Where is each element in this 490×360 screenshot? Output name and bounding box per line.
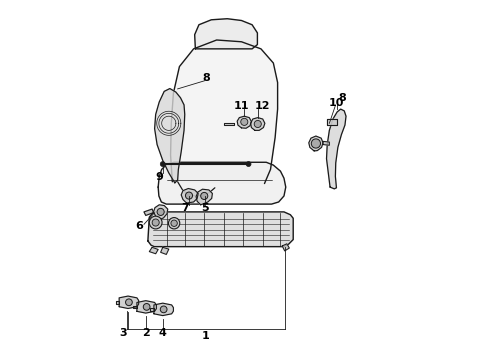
Text: 1: 1 (202, 331, 210, 341)
Polygon shape (326, 119, 337, 125)
Text: 5: 5 (201, 203, 209, 213)
Text: 3: 3 (119, 328, 126, 338)
Polygon shape (150, 308, 154, 311)
Polygon shape (326, 109, 346, 189)
Polygon shape (154, 303, 173, 316)
Circle shape (254, 121, 261, 127)
Text: 11: 11 (234, 100, 249, 111)
Polygon shape (251, 118, 265, 130)
Circle shape (157, 208, 164, 215)
Polygon shape (155, 89, 185, 183)
Polygon shape (144, 209, 153, 215)
Circle shape (143, 303, 150, 310)
Circle shape (246, 162, 251, 167)
Text: 8: 8 (203, 73, 211, 83)
Text: 12: 12 (254, 100, 270, 111)
Polygon shape (137, 301, 156, 313)
Circle shape (160, 306, 167, 313)
Circle shape (125, 299, 132, 306)
Polygon shape (116, 301, 119, 303)
Polygon shape (323, 141, 329, 145)
Circle shape (171, 220, 177, 226)
Polygon shape (171, 40, 278, 184)
Text: 9: 9 (155, 172, 163, 182)
Circle shape (160, 162, 165, 167)
Text: 8: 8 (339, 94, 346, 103)
Polygon shape (282, 244, 289, 251)
Text: 2: 2 (142, 328, 149, 338)
Circle shape (149, 216, 162, 229)
Circle shape (201, 192, 208, 199)
Circle shape (169, 217, 180, 229)
Text: 4: 4 (159, 328, 167, 338)
Polygon shape (158, 162, 286, 204)
Polygon shape (161, 247, 169, 255)
Text: 7: 7 (181, 203, 189, 213)
Polygon shape (119, 296, 139, 309)
Polygon shape (181, 189, 198, 203)
Polygon shape (149, 247, 158, 254)
Polygon shape (133, 306, 137, 308)
Circle shape (185, 192, 193, 199)
Polygon shape (224, 123, 234, 125)
Text: 10: 10 (329, 98, 344, 108)
Polygon shape (196, 189, 212, 205)
Circle shape (241, 118, 248, 125)
Text: 6: 6 (135, 221, 143, 231)
Polygon shape (153, 205, 168, 220)
Polygon shape (195, 19, 257, 49)
Polygon shape (309, 136, 323, 151)
Circle shape (311, 139, 320, 148)
Polygon shape (148, 212, 293, 247)
Polygon shape (237, 116, 251, 128)
Circle shape (152, 219, 159, 226)
